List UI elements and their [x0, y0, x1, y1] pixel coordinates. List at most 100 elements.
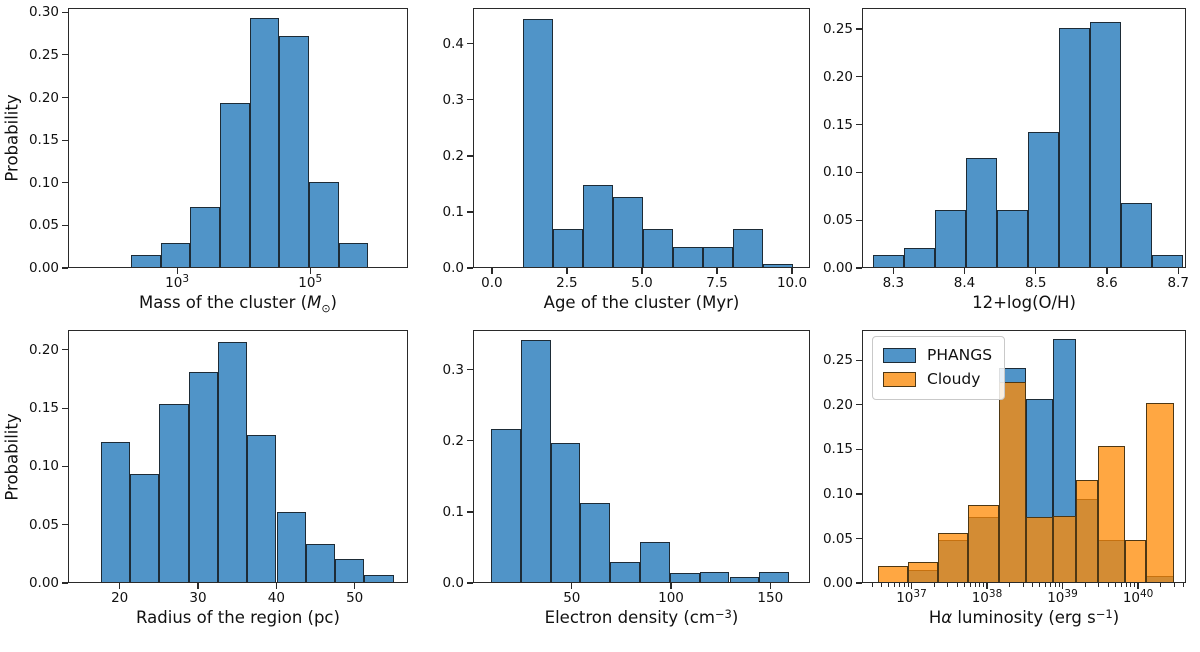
- x-tick-mark: [491, 268, 493, 274]
- histogram-bar: [968, 505, 999, 582]
- axis-label-part: 12+log(O/H): [972, 293, 1076, 312]
- axis-label-part: ): [330, 293, 337, 312]
- y-axis-label: Probability: [2, 412, 22, 501]
- y-tick-label: 0.2: [442, 147, 464, 164]
- x-tick-mark: [571, 583, 573, 589]
- y-tick-label: 0.00: [28, 575, 59, 591]
- tick-exponent: 38: [988, 587, 1003, 600]
- y-tick-mark: [62, 224, 68, 226]
- y-tick-label: 0.00: [822, 575, 853, 591]
- x-tick-mark: [1061, 583, 1064, 589]
- x-tick-mark: [309, 268, 311, 274]
- y-tick-label: 0.20: [28, 89, 59, 106]
- histogram-bar: [308, 181, 339, 267]
- x-minor-tick-mark: [933, 583, 935, 587]
- histogram-bar: [130, 255, 161, 267]
- histogram-bar: [522, 18, 553, 267]
- histogram-bar: [612, 197, 643, 267]
- y-tick-mark: [467, 582, 473, 584]
- x-tick-label: 20: [111, 590, 129, 606]
- x-minor-tick-mark: [907, 583, 909, 587]
- histogram-bar: [1076, 479, 1098, 582]
- histogram-bar: [1151, 254, 1183, 267]
- plot-area: PHANGS Cloudy: [862, 330, 1186, 583]
- y-tick-mark: [467, 43, 473, 45]
- y-tick-mark: [467, 440, 473, 442]
- x-minor-tick-mark: [899, 583, 901, 587]
- histogram-bar: [669, 572, 700, 582]
- x-tick-mark: [716, 268, 718, 274]
- x-tick-mark: [176, 268, 178, 274]
- axis-label-part: M: [307, 293, 322, 312]
- histogram-bar: [640, 542, 670, 582]
- y-tick-mark: [856, 404, 862, 406]
- x-tick-mark: [986, 583, 988, 589]
- y-tick-label: 0.1: [442, 503, 464, 520]
- x-minor-tick-mark: [903, 583, 905, 587]
- histogram-bar: [159, 403, 189, 582]
- x-tick-label: 8.5: [1024, 275, 1047, 291]
- x-minor-tick-mark: [1183, 583, 1184, 587]
- y-tick-mark: [856, 267, 862, 269]
- x-minor-tick-mark: [1120, 583, 1122, 587]
- x-tick-label: 7.5: [706, 275, 728, 291]
- x-minor-tick-mark: [947, 583, 949, 587]
- y-tick-mark: [62, 524, 68, 526]
- y-tick-label: 0.30: [28, 4, 59, 21]
- y-tick-mark: [467, 511, 473, 513]
- x-tick-mark: [566, 268, 568, 274]
- y-tick-label: 0.05: [28, 516, 59, 533]
- x-axis-label: Hα luminosity (erg s−1): [862, 606, 1186, 628]
- histogram-bar: [759, 572, 790, 582]
- x-minor-tick-mark: [1032, 583, 1033, 587]
- x-tick-mark: [1106, 268, 1108, 274]
- axis-label-part: −1: [1095, 606, 1113, 621]
- x-tick-mark: [275, 583, 277, 589]
- histogram-bar: [160, 243, 191, 267]
- panel-halpha-luminosity-histogram: PHANGS Cloudy 0.00 0.05 0.10 0.15 0.20 0.25 1037…: [823, 330, 1186, 627]
- x-minor-tick-mark: [881, 583, 882, 587]
- histogram-bar: [965, 158, 997, 267]
- x-axis-label: Radius of the region (pc): [68, 608, 408, 627]
- histogram-bar: [703, 247, 733, 267]
- y-tick-label: 0.4: [442, 35, 464, 52]
- tick-mantissa: 10: [1122, 590, 1140, 606]
- x-tick-label: 1040: [1103, 588, 1173, 607]
- x-minor-tick-mark: [1084, 583, 1086, 587]
- histogram-bar: [550, 442, 581, 582]
- y-tick-label: 0.25: [822, 21, 853, 37]
- histogram-bar: [364, 575, 394, 582]
- histogram-bar: [100, 442, 130, 582]
- axis-label-part: luminosity (erg s: [952, 608, 1096, 627]
- histogram-bar: [1125, 540, 1146, 582]
- histogram-bar: [491, 428, 521, 582]
- x-tick-label: 8.6: [1096, 275, 1118, 291]
- y-tick-label: 0.15: [822, 116, 853, 133]
- histogram-bar: [643, 228, 673, 267]
- tick-mantissa: 10: [896, 590, 914, 606]
- y-tick-mark: [856, 219, 862, 221]
- x-tick-mark: [641, 268, 643, 274]
- y-tick-mark: [856, 537, 862, 540]
- x-tick-label: 150: [757, 590, 784, 606]
- histogram-bar: [938, 533, 969, 582]
- x-tick-label: 1037: [877, 588, 947, 607]
- y-tick-label: 0.15: [28, 400, 59, 417]
- y-tick-label: 0.05: [822, 530, 853, 547]
- panel-mass-histogram: 0.00 0.05 0.10 0.15 0.20 0.25 0.30 103 105 Mass o…: [3, 4, 408, 315]
- x-minor-tick-mark: [888, 583, 890, 587]
- tick-exponent: 39: [1064, 587, 1078, 600]
- x-tick-mark: [1177, 268, 1179, 274]
- histogram-bar: [188, 372, 218, 582]
- y-tick-label: 0.00: [28, 260, 59, 276]
- y-tick-mark: [62, 96, 68, 99]
- plot-area: [862, 8, 1186, 268]
- histogram-bar: [247, 435, 277, 582]
- x-minor-tick-mark: [1058, 583, 1060, 587]
- histogram-bar: [249, 18, 280, 267]
- y-tick-mark: [856, 76, 862, 78]
- x-tick-mark: [1035, 268, 1037, 274]
- x-tick-label: 8.3: [882, 275, 905, 291]
- histogram-bar: [1058, 28, 1090, 267]
- y-tick-label: 0.20: [822, 68, 853, 85]
